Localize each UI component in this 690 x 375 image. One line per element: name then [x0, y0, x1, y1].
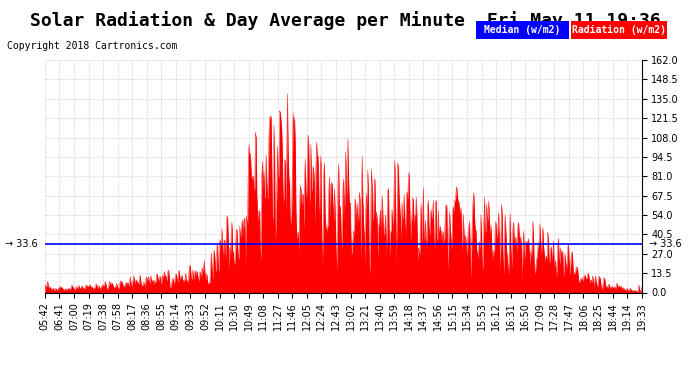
Text: → 33.6: → 33.6: [649, 239, 681, 249]
Text: Radiation (w/m2): Radiation (w/m2): [572, 26, 666, 35]
Text: Median (w/m2): Median (w/m2): [484, 26, 560, 35]
Text: Solar Radiation & Day Average per Minute  Fri May 11 19:36: Solar Radiation & Day Average per Minute…: [30, 11, 660, 30]
Text: → 33.6: → 33.6: [6, 239, 38, 249]
Text: Copyright 2018 Cartronics.com: Copyright 2018 Cartronics.com: [7, 41, 177, 51]
